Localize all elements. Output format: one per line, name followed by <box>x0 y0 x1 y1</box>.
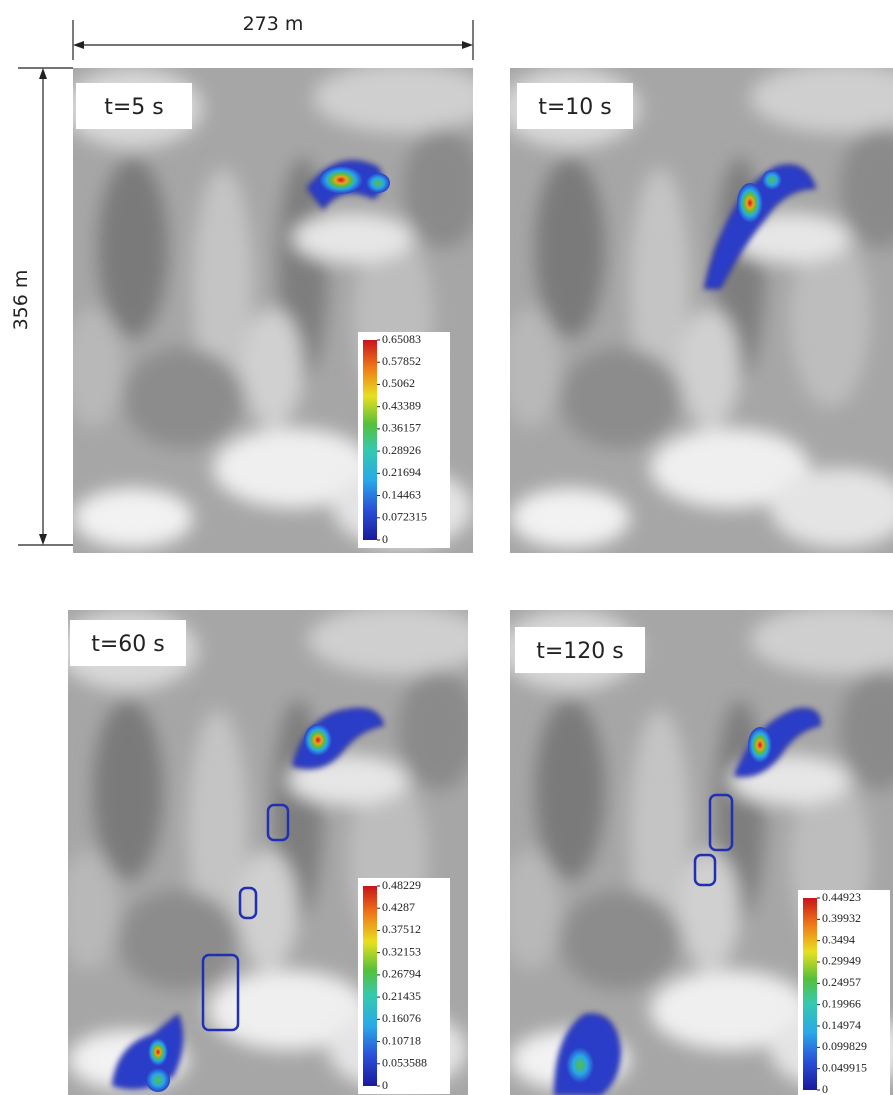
colorbar-tick-label: 0.48229 <box>382 878 421 892</box>
colorbar: 0.65083 0.57852 0.5062 0.43389 0.36157 0.2892… <box>358 332 450 548</box>
colorbar-tick-label: 0.049915 <box>822 1060 867 1074</box>
colorbar-gradient <box>363 886 377 1086</box>
panel: t=120 s 0.44923 0.39932 0.3494 0.29949 0.2495… <box>500 605 893 1095</box>
colorbar-tick-label: 0.16076 <box>382 1011 421 1025</box>
terrain-image <box>63 63 493 553</box>
colorbar-tick-label: 0.3494 <box>822 932 855 946</box>
colorbar-tick-label: 0.072315 <box>382 510 427 524</box>
colorbar-tick-label: 0.4287 <box>382 900 415 914</box>
time-label: t=10 s <box>538 95 612 120</box>
flow-depth <box>111 708 385 1092</box>
flow-depth <box>703 164 817 289</box>
colorbar-tick-label: 0.24957 <box>822 975 861 989</box>
time-label: t=120 s <box>536 639 624 664</box>
time-label-box <box>517 83 633 129</box>
terrain-image <box>500 63 893 553</box>
colorbar-tick-label: 0.28926 <box>382 443 421 457</box>
colorbar-tick-label: 0.21694 <box>382 465 421 479</box>
time-label-box <box>70 620 186 666</box>
colorbar-tick-label: 0 <box>382 532 388 546</box>
flow-depth <box>306 160 390 210</box>
colorbar-gradient <box>803 898 817 1090</box>
colorbar: 0.48229 0.4287 0.37512 0.32153 0.26794 0.2143… <box>358 878 450 1094</box>
colorbar-tick-label: 0.37512 <box>382 922 421 936</box>
time-label-box <box>76 83 192 129</box>
panels: t=5 s0.650830.578520.50620.433890.361570… <box>58 63 893 1095</box>
height-dimension <box>18 67 73 546</box>
colorbar-tick-label: 0.5062 <box>382 376 415 390</box>
time-label: t=5 s <box>104 95 164 120</box>
colorbar-tick-label: 0.21435 <box>382 989 421 1003</box>
colorbar-tick-label: 0.39932 <box>822 911 861 925</box>
flow-depth <box>553 708 822 1095</box>
colorbar-tick-label: 0.10718 <box>382 1033 421 1047</box>
colorbar-tick-label: 0.29949 <box>822 954 861 968</box>
time-label: t=60 s <box>91 632 165 657</box>
terrain-image <box>500 605 893 1095</box>
colorbar-tick-label: 0.19966 <box>822 996 861 1010</box>
panel: t=10 s <box>500 63 893 553</box>
panel: t=5 s0.650830.578520.50620.433890.361570… <box>63 63 493 553</box>
width-dimension <box>72 20 474 60</box>
colorbar-tick-label: 0.44923 <box>822 890 861 904</box>
colorbar-tick-label: 0.57852 <box>382 354 421 368</box>
colorbar-tick-label: 0.099829 <box>822 1039 867 1053</box>
height-label: 356 m <box>10 270 32 331</box>
colorbar-tick-label: 0.32153 <box>382 944 421 958</box>
colorbar-tick-label: 0 <box>382 1078 388 1092</box>
colorbar-tick-label: 0.14463 <box>382 487 421 501</box>
colorbar: 0.44923 0.39932 0.3494 0.29949 0.24957 0.1996… <box>798 890 890 1095</box>
colorbar-gradient <box>363 340 377 540</box>
panel: t=60 s 0.48229 0.4287 0.37512 0.32153 0.26794… <box>58 605 488 1095</box>
colorbar-tick-label: 0.053588 <box>382 1056 427 1070</box>
time-label-box <box>515 627 645 673</box>
colorbar-tick-label: 0 <box>822 1082 828 1095</box>
colorbar-tick-label: 0.36157 <box>382 421 421 435</box>
colorbar-tick-label: 0.14974 <box>822 1018 861 1032</box>
terrain-image <box>58 605 488 1095</box>
colorbar-tick-label: 0.26794 <box>382 967 421 981</box>
colorbar-tick-label: 0.43389 <box>382 398 421 412</box>
width-label: 273 m <box>243 13 304 35</box>
colorbar-tick-label: 0.65083 <box>382 332 421 346</box>
